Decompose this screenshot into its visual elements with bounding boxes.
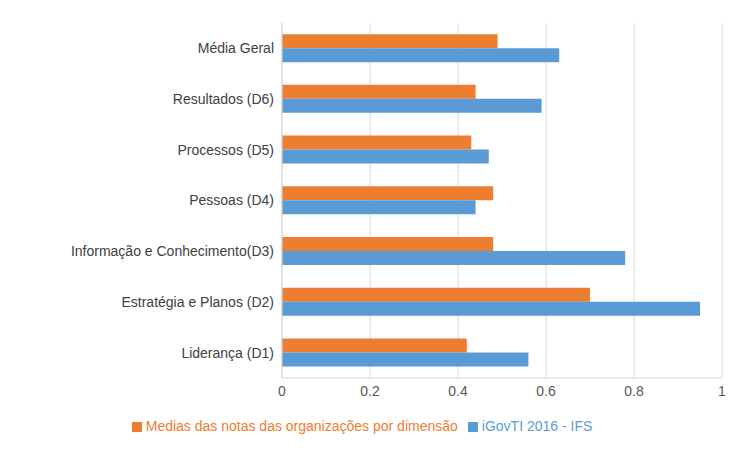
svg-text:Processos (D5): Processos (D5) — [178, 142, 274, 158]
svg-text:0.6: 0.6 — [536, 383, 556, 399]
svg-text:0.2: 0.2 — [360, 383, 380, 399]
svg-text:Estratégia e Planos (D2): Estratégia e Planos (D2) — [121, 294, 274, 310]
svg-text:Resultados (D6): Resultados (D6) — [173, 91, 274, 107]
svg-text:Média Geral: Média Geral — [198, 40, 274, 56]
svg-text:Informação e Conhecimento(D3): Informação e Conhecimento(D3) — [71, 243, 274, 259]
html-text:iGovTI 2016 - IFS: iGovTI 2016 - IFS — [481, 418, 593, 434]
svg-text:Pessoas (D4): Pessoas (D4) — [189, 192, 274, 208]
svg-text:1: 1 — [718, 383, 726, 399]
svg-text:Liderança (D1): Liderança (D1) — [181, 345, 274, 361]
svg-text:0: 0 — [278, 383, 286, 399]
svg-text:0.8: 0.8 — [624, 383, 644, 399]
svg-text:0.4: 0.4 — [448, 383, 468, 399]
html-text:Medias das notas das organizaç: Medias das notas das organizações por di… — [145, 418, 458, 434]
